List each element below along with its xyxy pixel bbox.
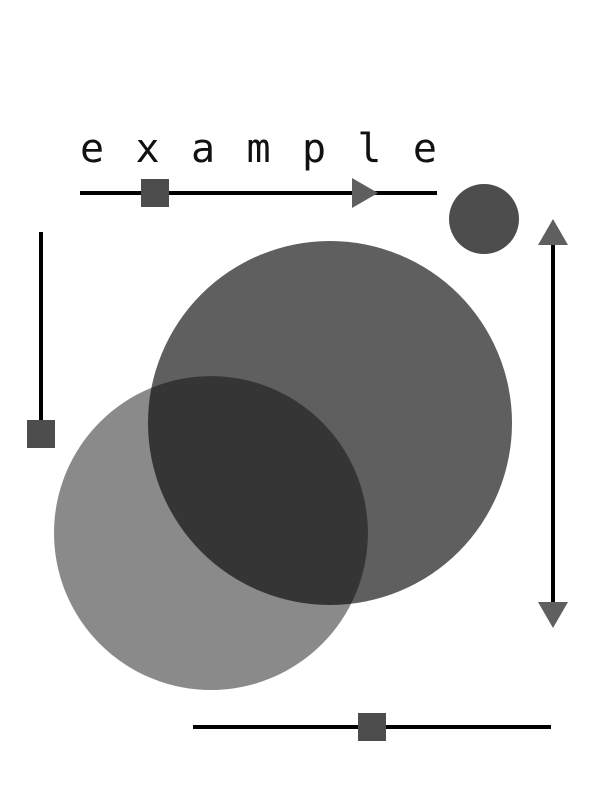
arrow-down-icon [538,602,568,628]
slider-handle[interactable] [358,713,386,741]
title-text: example [80,126,437,172]
arrow-right-icon [352,178,378,208]
slider-handle[interactable] [27,420,55,448]
left-vertical-slider[interactable] [27,232,55,448]
top-horizontal-slider[interactable] [80,178,437,208]
bottom-horizontal-slider[interactable] [193,713,551,741]
right-vertical-arrow [538,219,568,628]
arrow-up-icon [538,219,568,245]
circle-overlap [148,376,368,605]
small-circle [449,184,519,254]
slider-handle[interactable] [141,179,169,207]
